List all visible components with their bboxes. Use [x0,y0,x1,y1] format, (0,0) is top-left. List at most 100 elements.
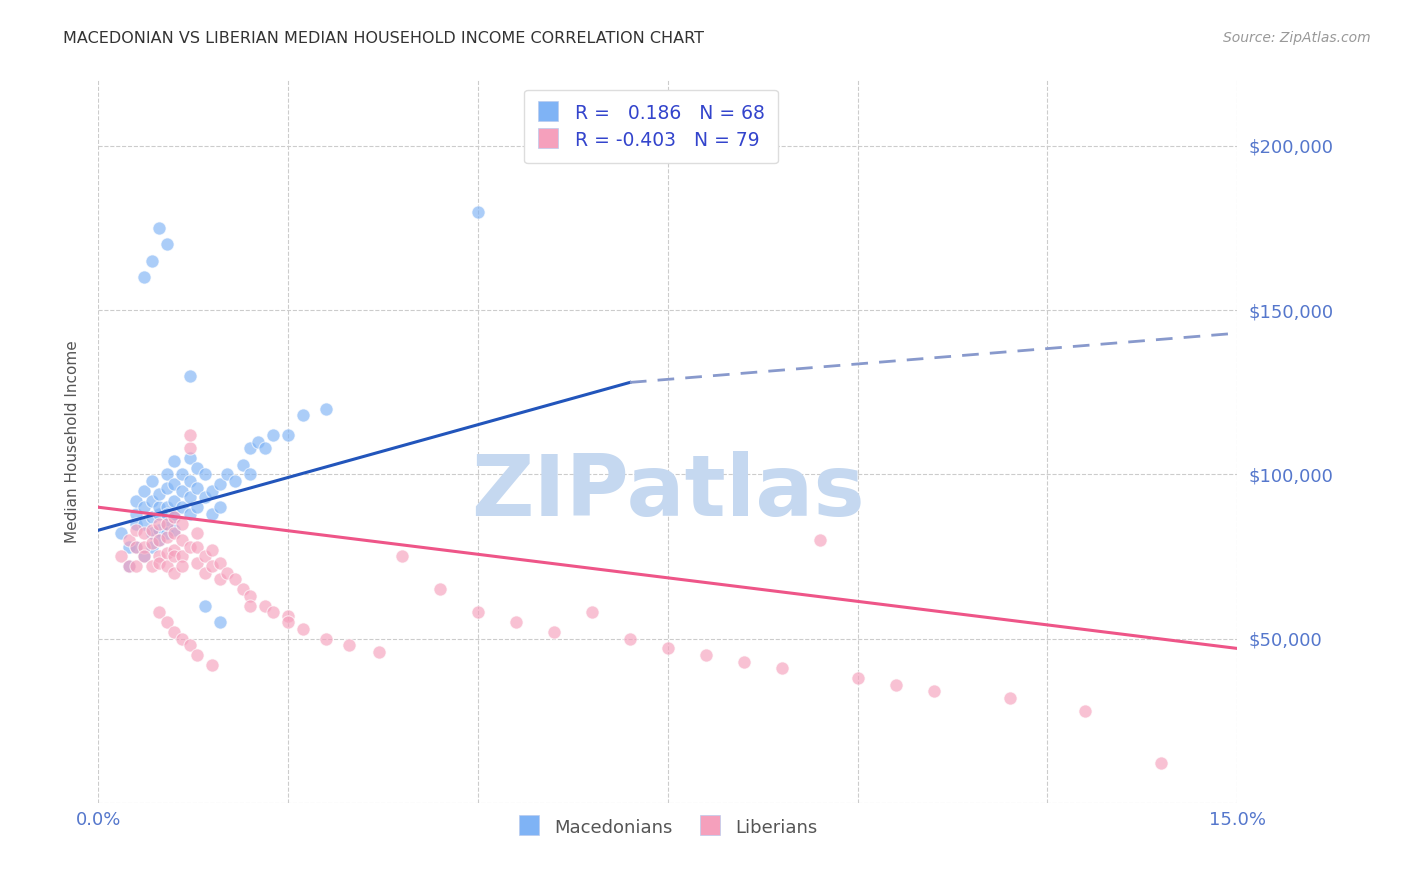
Point [125,523,148,537]
Point [125,516,148,531]
Point [315,401,337,416]
Point [148,487,170,501]
Point [148,556,170,570]
Point [132,516,155,531]
Point [156,500,179,515]
Point [170,533,193,547]
Point [224,573,246,587]
Point [148,500,170,515]
Point [368,645,391,659]
Point [201,507,224,521]
Point [141,493,163,508]
Point [201,542,224,557]
Point [156,546,179,560]
Point [156,516,179,531]
Point [194,491,217,505]
Point [179,540,201,554]
Point [132,270,155,285]
Point [148,516,170,531]
Point [170,500,193,515]
Point [170,632,193,646]
Point [132,483,155,498]
Point [163,523,186,537]
Point [186,526,208,541]
Point [695,648,717,662]
Point [254,599,277,613]
Point [163,454,186,468]
Point [239,589,262,603]
Point [148,605,170,619]
Point [118,533,141,547]
Point [277,428,299,442]
Point [110,549,132,564]
Point [170,483,193,498]
Point [141,559,163,574]
Point [118,559,141,574]
Point [770,661,793,675]
Point [156,516,179,531]
Point [156,481,179,495]
Point [163,625,186,640]
Point [208,615,231,630]
Point [239,441,262,455]
Point [179,368,201,383]
Point [186,540,208,554]
Point [163,526,186,541]
Point [179,638,201,652]
Point [194,599,217,613]
Point [315,632,337,646]
Point [141,523,163,537]
Point [170,549,193,564]
Point [179,491,201,505]
Point [179,428,201,442]
Point [467,204,489,219]
Point [141,536,163,550]
Point [163,493,186,508]
Point [232,582,254,597]
Point [132,500,155,515]
Point [148,533,170,547]
Point [156,526,179,541]
Point [156,237,179,252]
Point [467,605,489,619]
Point [163,510,186,524]
Point [277,615,299,630]
Point [657,641,679,656]
Point [998,690,1021,705]
Point [884,677,907,691]
Point [217,566,239,580]
Point [141,526,163,541]
Point [224,474,246,488]
Point [179,507,201,521]
Point [194,549,217,564]
Point [148,549,170,564]
Point [118,540,141,554]
Legend: Macedonians, Liberians: Macedonians, Liberians [508,807,828,848]
Point [125,559,148,574]
Point [239,599,262,613]
Point [156,559,179,574]
Point [391,549,413,564]
Point [194,467,217,482]
Point [208,477,231,491]
Point [208,556,231,570]
Point [337,638,360,652]
Point [201,559,224,574]
Point [170,516,193,531]
Point [163,549,186,564]
Point [148,533,170,547]
Text: MACEDONIAN VS LIBERIAN MEDIAN HOUSEHOLD INCOME CORRELATION CHART: MACEDONIAN VS LIBERIAN MEDIAN HOUSEHOLD … [63,31,704,46]
Point [148,523,170,537]
Point [132,526,155,541]
Point [141,510,163,524]
Point [141,540,163,554]
Point [1150,756,1173,771]
Point [292,409,315,423]
Point [208,573,231,587]
Point [163,507,186,521]
Point [163,542,186,557]
Point [239,467,262,482]
Point [733,655,755,669]
Point [194,566,217,580]
Point [125,493,148,508]
